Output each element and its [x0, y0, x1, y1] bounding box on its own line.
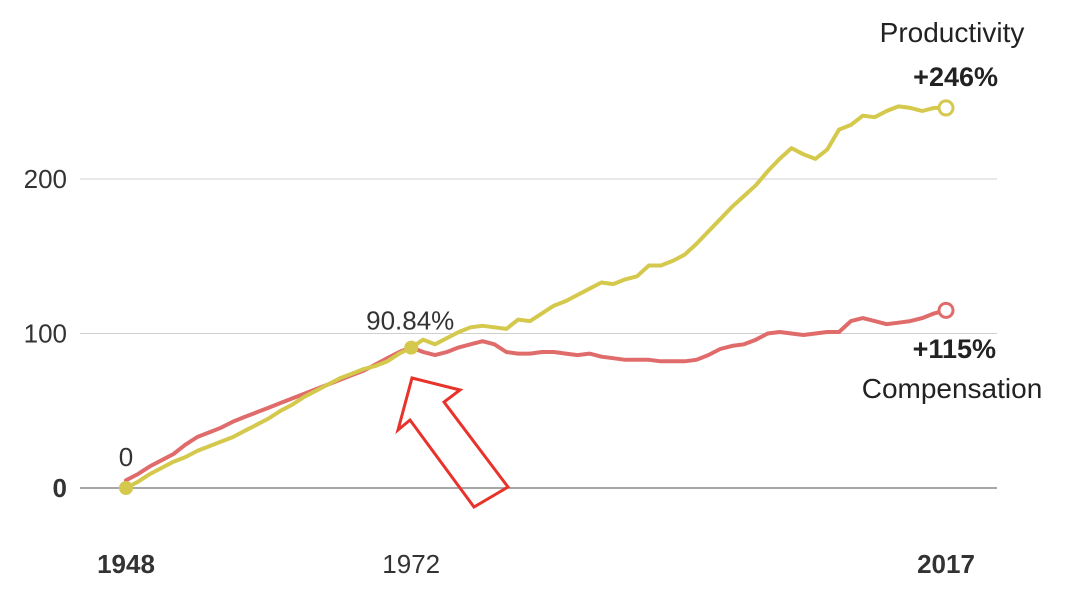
- series-name-productivity: Productivity: [880, 17, 1025, 48]
- end-marker-productivity: [937, 99, 955, 117]
- annotation-label: 0: [119, 442, 133, 472]
- annotation-label: 90.84%: [366, 306, 454, 336]
- y-tick-label: 0: [53, 473, 67, 503]
- y-tick-label: 200: [24, 164, 67, 194]
- series-line-compensation: [124, 308, 948, 483]
- annotation-dot: [119, 481, 133, 495]
- annotation-dot: [404, 340, 419, 355]
- x-tick-label: 1948: [97, 549, 155, 579]
- arrow-icon: [395, 376, 511, 509]
- series-name-compensation: Compensation: [862, 373, 1043, 404]
- x-tick-label: 1972: [382, 549, 440, 579]
- series-change-productivity: +246%: [913, 62, 998, 92]
- series-line-productivity: [124, 104, 948, 490]
- y-tick-label: 100: [24, 319, 67, 349]
- end-marker-compensation: [937, 301, 955, 319]
- series-change-compensation: +115%: [913, 334, 996, 364]
- x-tick-label: 2017: [917, 549, 975, 579]
